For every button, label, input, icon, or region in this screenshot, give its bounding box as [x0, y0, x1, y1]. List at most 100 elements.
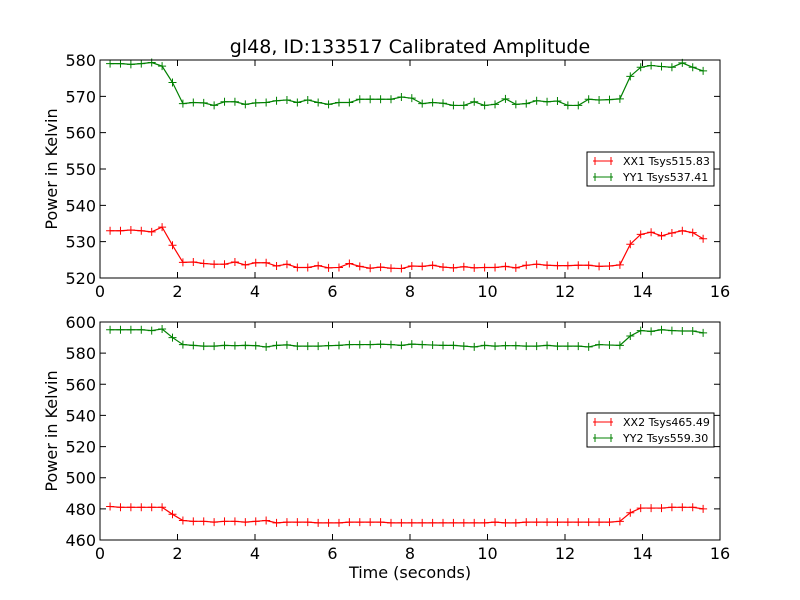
- data-point-marker: [147, 326, 156, 335]
- y-tick-label: 530: [65, 233, 96, 252]
- data-point-marker: [647, 61, 656, 70]
- data-point-marker: [386, 340, 395, 349]
- data-point-marker: [511, 341, 520, 350]
- data-point-marker: [439, 99, 448, 108]
- x-tick-label: 8: [405, 282, 415, 301]
- data-point-marker: [491, 100, 500, 109]
- legend-entry: YY1 Tsys537.41: [622, 171, 708, 184]
- data-point-marker: [345, 259, 354, 268]
- data-point-marker: [449, 263, 458, 272]
- y-tick-label: 540: [65, 406, 96, 425]
- data-point-marker: [688, 63, 697, 72]
- data-point-marker: [532, 260, 541, 269]
- data-point-marker: [230, 517, 239, 526]
- data-point-marker: [553, 518, 562, 527]
- data-point-marker: [647, 327, 656, 336]
- data-point-marker: [355, 340, 364, 349]
- data-point-marker: [511, 100, 520, 109]
- data-point-marker: [501, 341, 510, 350]
- y-tick-label: 520: [65, 438, 96, 457]
- data-point-marker: [126, 503, 135, 512]
- data-point-marker: [272, 96, 281, 105]
- data-point-marker: [626, 240, 635, 249]
- data-point-marker: [199, 342, 208, 351]
- data-point-marker: [355, 518, 364, 527]
- data-point-marker: [189, 341, 198, 350]
- data-point-marker: [137, 226, 146, 235]
- data-point-marker: [189, 517, 198, 526]
- data-point-marker: [376, 340, 385, 349]
- x-tick-label: 4: [250, 544, 260, 563]
- data-point-marker: [470, 342, 479, 351]
- series-line-yy1: [110, 61, 704, 107]
- data-point-marker: [178, 340, 187, 349]
- data-point-marker: [293, 263, 302, 272]
- data-point-marker: [647, 504, 656, 513]
- data-point-marker: [449, 341, 458, 350]
- x-tick-label: 0: [95, 282, 105, 301]
- data-point-marker: [459, 518, 468, 527]
- legend-entry: XX1 Tsys515.83: [623, 155, 710, 168]
- data-point-marker: [480, 341, 489, 350]
- data-point-marker: [199, 98, 208, 107]
- data-point-marker: [657, 504, 666, 513]
- legend-box: [586, 412, 715, 448]
- chart-title: gl48, ID:133517 Calibrated Amplitude: [230, 36, 590, 58]
- x-tick-label: 2: [172, 544, 182, 563]
- data-point-marker: [314, 261, 323, 270]
- data-point-marker: [282, 260, 291, 269]
- data-point-marker: [376, 95, 385, 104]
- data-point-marker: [574, 261, 583, 270]
- x-tick-label: 2: [172, 282, 182, 301]
- data-point-marker: [574, 518, 583, 527]
- data-point-marker: [210, 342, 219, 351]
- data-point-marker: [605, 341, 614, 350]
- y-tick-label: 540: [65, 196, 96, 215]
- data-point-marker: [158, 325, 167, 334]
- data-point-marker: [522, 342, 531, 351]
- data-point-marker: [480, 263, 489, 272]
- data-point-marker: [210, 518, 219, 527]
- data-point-marker: [230, 341, 239, 350]
- x-tick-label: 14: [632, 282, 652, 301]
- data-point-marker: [428, 98, 437, 107]
- data-point-marker: [428, 341, 437, 350]
- data-point-marker: [657, 325, 666, 334]
- data-point-marker: [137, 503, 146, 512]
- data-point-marker: [647, 228, 656, 237]
- data-point-marker: [439, 263, 448, 272]
- data-point-marker: [584, 518, 593, 527]
- series-line-xx1: [110, 226, 704, 270]
- data-point-marker: [699, 328, 708, 337]
- data-point-marker: [272, 518, 281, 527]
- data-point-marker: [522, 518, 531, 527]
- data-point-marker: [459, 101, 468, 110]
- data-point-marker: [106, 325, 115, 334]
- data-point-marker: [397, 93, 406, 102]
- data-point-marker: [418, 262, 427, 271]
- data-point-marker: [470, 263, 479, 272]
- data-point-marker: [511, 518, 520, 527]
- data-point-marker: [334, 341, 343, 350]
- data-point-marker: [397, 518, 406, 527]
- data-point-marker: [626, 332, 635, 341]
- y-axis-label: Power in Kelvin: [42, 108, 61, 229]
- data-point-marker: [230, 97, 239, 106]
- data-point-marker: [220, 260, 229, 269]
- data-point-marker: [595, 340, 604, 349]
- data-point-marker: [189, 98, 198, 107]
- data-point-marker: [699, 66, 708, 75]
- data-point-marker: [345, 518, 354, 527]
- data-point-marker: [678, 327, 687, 336]
- data-point-marker: [595, 262, 604, 271]
- x-tick-label: 12: [555, 282, 575, 301]
- data-point-marker: [106, 226, 115, 235]
- data-point-marker: [262, 258, 271, 267]
- series-line-xx2: [110, 505, 704, 524]
- y-tick-label: 550: [65, 160, 96, 179]
- data-point-marker: [532, 342, 541, 351]
- data-point-marker: [439, 518, 448, 527]
- data-point-marker: [626, 508, 635, 517]
- data-point-marker: [355, 262, 364, 271]
